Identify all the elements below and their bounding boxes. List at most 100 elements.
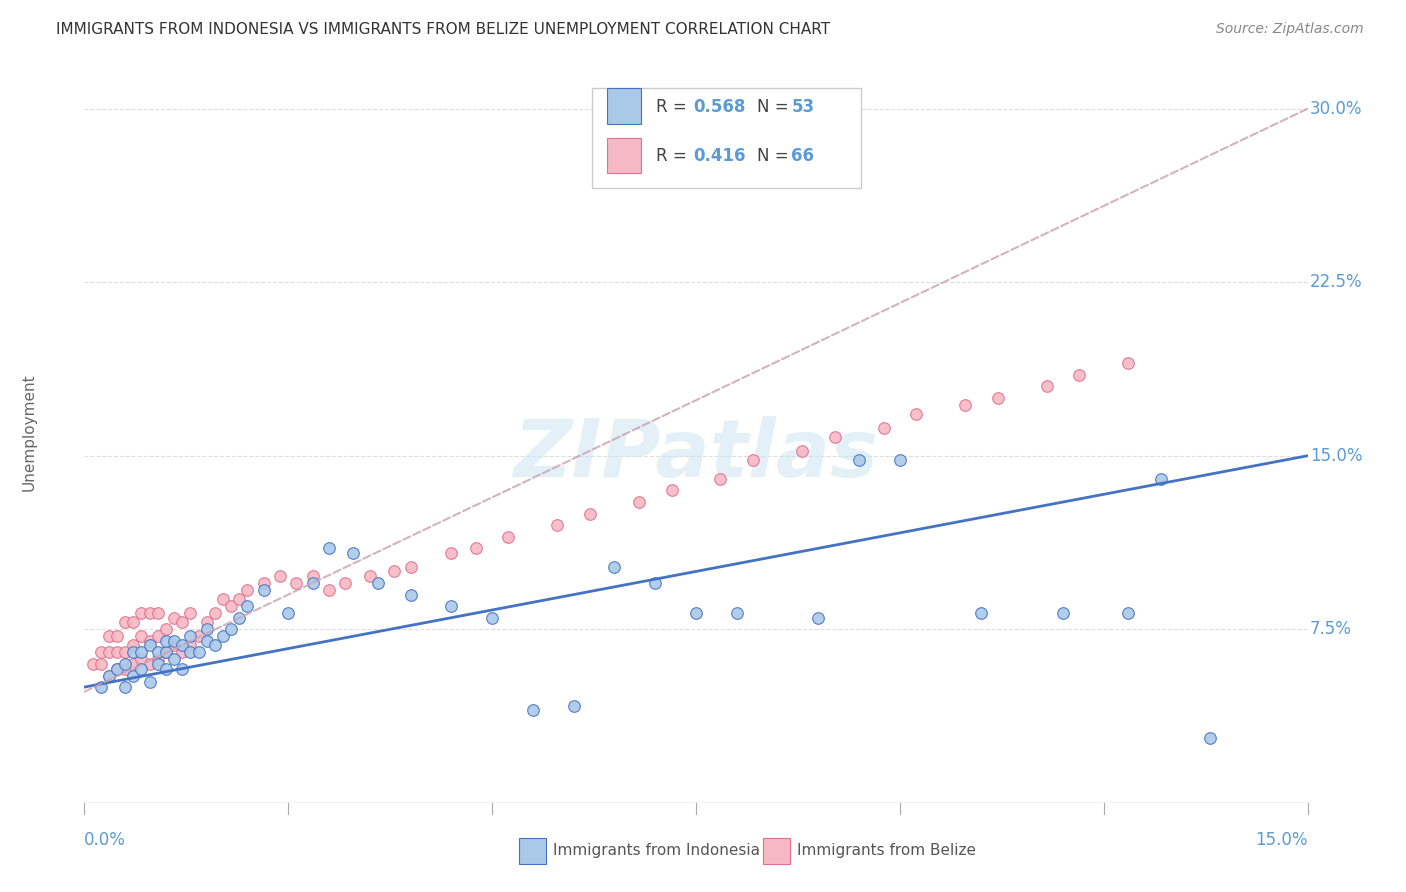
Point xyxy=(97,668,120,682)
Point xyxy=(122,657,145,671)
Text: R =: R = xyxy=(655,147,692,165)
Point xyxy=(1150,472,1173,486)
Point xyxy=(179,639,201,653)
Point xyxy=(114,680,136,694)
Point xyxy=(195,633,218,648)
Point xyxy=(644,576,666,591)
Point xyxy=(155,622,177,636)
Text: Immigrants from Belize: Immigrants from Belize xyxy=(797,843,977,858)
Bar xyxy=(592,88,860,188)
Point xyxy=(742,453,765,467)
Point xyxy=(970,606,993,620)
Point xyxy=(987,391,1010,405)
Point xyxy=(1035,379,1057,393)
Point xyxy=(138,639,160,653)
Point xyxy=(228,592,250,607)
Point xyxy=(212,629,235,643)
Point xyxy=(1116,356,1139,370)
Text: 30.0%: 30.0% xyxy=(1310,100,1362,118)
Point xyxy=(195,622,218,636)
Point xyxy=(122,645,145,659)
Point xyxy=(440,599,463,614)
Point xyxy=(382,565,405,579)
Point xyxy=(114,662,136,676)
Text: 0.0%: 0.0% xyxy=(84,831,127,849)
Point xyxy=(301,569,323,583)
Point xyxy=(848,453,870,467)
Bar xyxy=(606,138,641,173)
Point xyxy=(807,610,830,624)
Point xyxy=(464,541,486,556)
Point xyxy=(685,606,707,620)
Point xyxy=(546,518,568,533)
Point xyxy=(179,629,201,643)
Point xyxy=(440,546,463,560)
Point xyxy=(138,633,160,648)
Point xyxy=(146,657,169,671)
Point xyxy=(335,576,357,591)
Point xyxy=(187,645,209,659)
Point xyxy=(105,662,128,676)
Point xyxy=(228,610,250,624)
Point xyxy=(889,453,911,467)
Point xyxy=(138,606,160,620)
Text: Source: ZipAtlas.com: Source: ZipAtlas.com xyxy=(1216,22,1364,37)
Point xyxy=(269,569,291,583)
Point xyxy=(253,576,276,591)
Point xyxy=(236,582,259,597)
Point xyxy=(195,615,218,630)
Point xyxy=(155,633,177,648)
Point xyxy=(301,576,323,591)
Point xyxy=(138,675,160,690)
Point xyxy=(105,645,128,659)
Point xyxy=(163,610,186,624)
Point xyxy=(359,569,381,583)
Point xyxy=(603,559,626,574)
Point xyxy=(627,495,650,509)
Point xyxy=(579,507,602,521)
Point xyxy=(146,652,169,666)
Point xyxy=(172,639,194,653)
Text: 66: 66 xyxy=(792,147,814,165)
Point xyxy=(146,629,169,643)
Point xyxy=(90,657,112,671)
Point xyxy=(204,639,226,653)
Point xyxy=(236,599,259,614)
Point xyxy=(1052,606,1074,620)
Point xyxy=(172,662,194,676)
Point xyxy=(122,615,145,630)
Point xyxy=(172,615,194,630)
Point xyxy=(155,645,177,659)
Point xyxy=(131,606,153,620)
Point xyxy=(97,645,120,659)
Point xyxy=(219,599,242,614)
Point xyxy=(318,582,340,597)
Text: 53: 53 xyxy=(792,98,814,116)
Point xyxy=(661,483,683,498)
Text: ZIPatlas: ZIPatlas xyxy=(513,416,879,494)
Point xyxy=(105,629,128,643)
Point xyxy=(131,662,153,676)
Point xyxy=(90,645,112,659)
Point xyxy=(318,541,340,556)
Point xyxy=(1198,731,1220,745)
Point xyxy=(122,639,145,653)
Point xyxy=(562,698,585,713)
Point xyxy=(114,657,136,671)
Text: Unemployment: Unemployment xyxy=(22,374,37,491)
Text: N =: N = xyxy=(758,98,794,116)
Text: IMMIGRANTS FROM INDONESIA VS IMMIGRANTS FROM BELIZE UNEMPLOYMENT CORRELATION CHA: IMMIGRANTS FROM INDONESIA VS IMMIGRANTS … xyxy=(56,22,831,37)
Point xyxy=(179,606,201,620)
Point xyxy=(82,657,104,671)
Point xyxy=(399,588,422,602)
Point xyxy=(498,530,520,544)
Point xyxy=(131,652,153,666)
Text: 22.5%: 22.5% xyxy=(1310,273,1362,291)
Point xyxy=(172,645,194,659)
Bar xyxy=(606,88,641,124)
Bar xyxy=(519,838,546,863)
Point xyxy=(114,645,136,659)
Text: R =: R = xyxy=(655,98,692,116)
Text: 0.568: 0.568 xyxy=(693,98,747,116)
Point xyxy=(285,576,308,591)
